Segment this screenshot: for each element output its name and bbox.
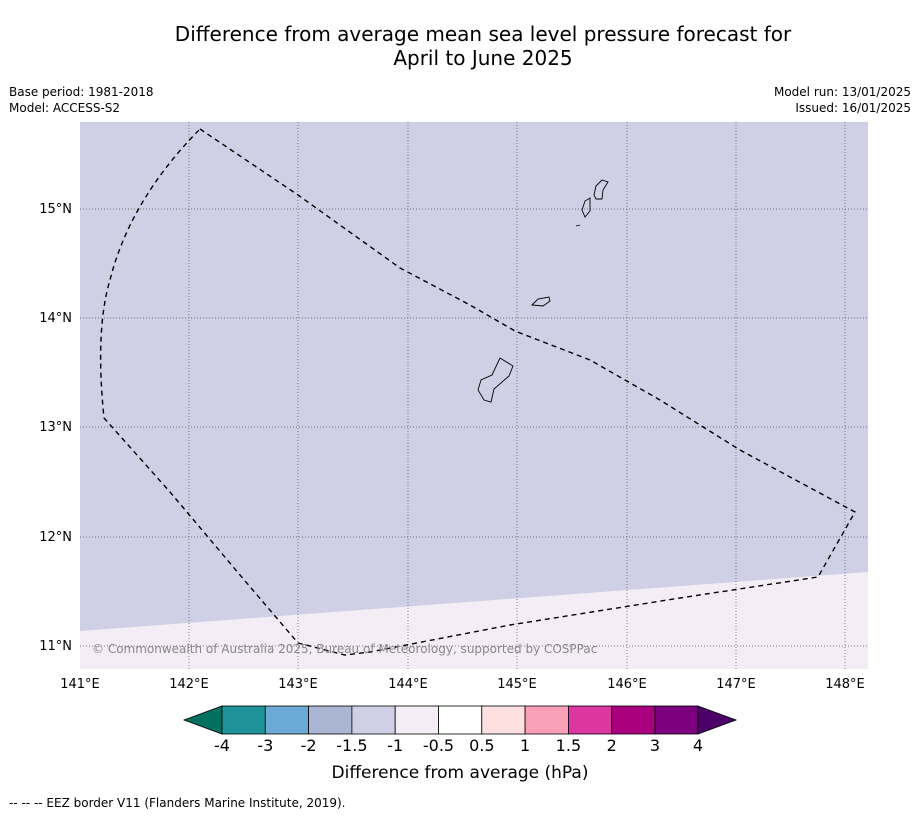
eez-border bbox=[99, 128, 856, 656]
island-guam bbox=[477, 357, 514, 403]
colorbar-tick: -1.5 bbox=[336, 736, 367, 755]
map-copyright: © Commonwealth of Australia 2025, Bureau… bbox=[92, 642, 597, 656]
colorbar-tick: 1.5 bbox=[556, 736, 581, 755]
title-line-2: April to June 2025 bbox=[393, 46, 573, 70]
lat-axis-labels: 15°N 14°N 13°N 12°N 11°N bbox=[39, 202, 72, 654]
lon-label: 144°E bbox=[388, 677, 428, 692]
colorbar-tick: -3 bbox=[257, 736, 273, 755]
map-title: Difference from average mean sea level p… bbox=[0, 22, 919, 70]
lon-label: 147°E bbox=[716, 677, 756, 692]
colorbar-segment bbox=[611, 705, 656, 735]
lon-label: 142°E bbox=[169, 677, 209, 692]
lon-label: 145°E bbox=[497, 677, 537, 692]
colorbar-segment bbox=[481, 705, 526, 735]
lon-axis-labels: 141°E 142°E 143°E 144°E 145°E 146°E 147°… bbox=[60, 677, 865, 692]
colorbar-segment bbox=[524, 705, 569, 735]
colorbar-segment bbox=[221, 705, 266, 735]
lon-label: 148°E bbox=[825, 677, 865, 692]
islands bbox=[477, 179, 609, 403]
model-run: Model run: 13/01/2025 bbox=[773, 85, 911, 99]
map-main-region bbox=[80, 122, 868, 669]
lon-label: 143°E bbox=[278, 677, 318, 692]
colorbar-segment bbox=[264, 705, 309, 735]
map-south-region bbox=[80, 572, 868, 669]
model-name: Model: ACCESS-S2 bbox=[9, 101, 121, 115]
colorbar-extend-high bbox=[697, 705, 738, 735]
lon-label: 146°E bbox=[607, 677, 647, 692]
title-line-1: Difference from average mean sea level p… bbox=[174, 22, 792, 46]
lat-label: 12°N bbox=[39, 530, 72, 545]
island-aguijan bbox=[575, 224, 581, 227]
colorbar-tick: -2 bbox=[301, 736, 317, 755]
issued-date: Issued: 16/01/2025 bbox=[795, 101, 911, 115]
colorbar-label: Difference from average (hPa) bbox=[332, 763, 589, 783]
island-tinian bbox=[581, 197, 591, 218]
colorbar-segment bbox=[308, 705, 353, 735]
colorbar-segment bbox=[351, 705, 396, 735]
colorbar-tick: -1 bbox=[387, 736, 403, 755]
colorbar-tick: 4 bbox=[693, 736, 703, 755]
colorbar-tick: -4 bbox=[214, 736, 230, 755]
colorbar-segment bbox=[654, 705, 699, 735]
meta-right: Model run: 13/01/2025 Issued: 16/01/2025 bbox=[774, 84, 911, 116]
colorbar-segment bbox=[394, 705, 439, 735]
colorbar-tick: -0.5 bbox=[423, 736, 454, 755]
island-rota bbox=[531, 296, 551, 307]
lon-label: 141°E bbox=[60, 677, 100, 692]
colorbar-segment bbox=[568, 705, 613, 735]
lat-label: 11°N bbox=[39, 639, 72, 654]
colorbar-extend-low bbox=[182, 705, 223, 735]
colorbar bbox=[182, 705, 738, 735]
island-saipan bbox=[593, 179, 609, 200]
colorbar-ticks: -4 -3 -2 -1.5 -1 -0.5 0.5 1 1.5 2 3 4 bbox=[214, 736, 703, 755]
gridlines bbox=[80, 122, 868, 669]
lat-label: 13°N bbox=[39, 420, 72, 435]
footnote: -- -- -- EEZ border V11 (Flanders Marine… bbox=[9, 796, 346, 810]
colorbar-tick: 1 bbox=[520, 736, 530, 755]
lat-label: 15°N bbox=[39, 202, 72, 217]
base-period: Base period: 1981-2018 bbox=[9, 85, 154, 99]
colorbar-segment bbox=[438, 705, 483, 735]
colorbar-tick: 3 bbox=[650, 736, 660, 755]
colorbar-tick: 0.5 bbox=[469, 736, 494, 755]
colorbar-tick: 2 bbox=[607, 736, 617, 755]
lat-label: 14°N bbox=[39, 311, 72, 326]
meta-left: Base period: 1981-2018 Model: ACCESS-S2 bbox=[9, 84, 154, 116]
